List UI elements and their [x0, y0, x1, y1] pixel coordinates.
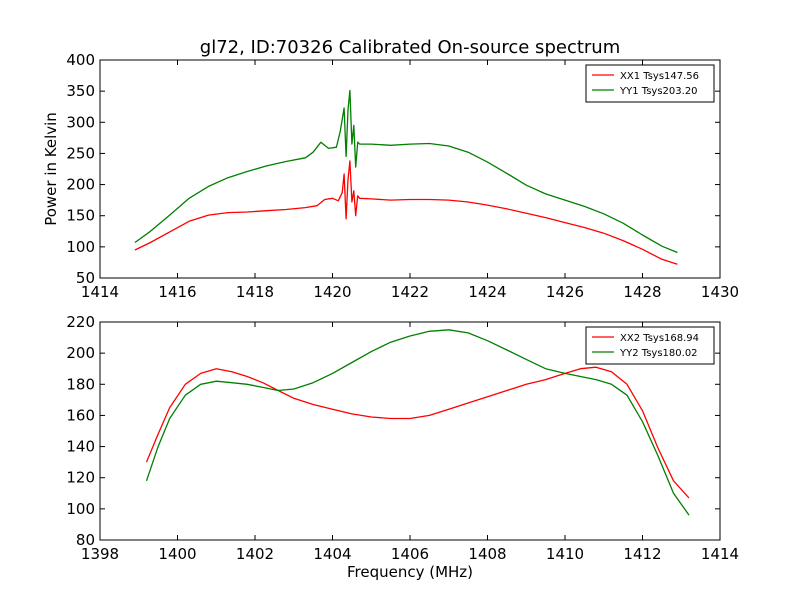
legend-box	[585, 326, 715, 365]
series-line-xx1	[134, 160, 678, 265]
x-tick-label: 1420	[313, 283, 351, 301]
series-line-yy2	[145, 329, 690, 516]
x-tick-label: 1430	[701, 283, 739, 301]
y-tick-label: 300	[66, 113, 95, 131]
y-tick-label: 120	[66, 469, 95, 487]
y-tick-label: 100	[66, 238, 95, 256]
y-tick-label: 350	[66, 82, 95, 100]
x-tick-label: 1402	[236, 545, 274, 563]
x-tick-label: 1410	[546, 545, 584, 563]
legend: XX2 Tsys168.94 YY2 Tsys180.02	[585, 326, 715, 365]
y-tick-label: 100	[66, 500, 95, 518]
x-tick-label: 1418	[236, 283, 274, 301]
y-tick-label: 140	[66, 438, 95, 456]
x-axis-label: Frequency (MHz)	[347, 563, 473, 581]
x-tick-label: 1426	[546, 283, 584, 301]
legend-box	[585, 64, 715, 103]
legend-label: XX2 Tsys168.94	[620, 333, 699, 344]
top-panel: 1414 1416 1418 1420 1422 1424 1426 1428 1430 50 10…	[42, 51, 739, 301]
x-tick-label: 1412	[623, 545, 661, 563]
legend-label: XX1 Tsys147.56	[620, 71, 699, 82]
legend-label: YY1 Tsys203.20	[619, 86, 698, 97]
y-tick-label: 80	[76, 531, 95, 549]
x-tick-label: 1414	[81, 283, 119, 301]
y-tick-label: 180	[66, 375, 95, 393]
y-tick-label: 50	[76, 269, 95, 287]
y-tick-label: 200	[66, 344, 95, 362]
y-tick-label: 250	[66, 144, 95, 162]
x-tick-label: 1414	[701, 545, 739, 563]
x-tick-label: 1416	[158, 283, 196, 301]
y-tick-label: 400	[66, 51, 95, 69]
legend-label: YY2 Tsys180.02	[619, 348, 698, 359]
x-tick-label: 1422	[391, 283, 429, 301]
y-tick-label: 160	[66, 406, 95, 424]
bottom-panel: 1398 1400 1402 1404 1406 1408 1410 1412 1414 80 10…	[66, 313, 739, 581]
chart-title: gl72, ID:70326 Calibrated On-source spec…	[200, 37, 620, 58]
y-tick-label: 150	[66, 207, 95, 225]
x-tick-label: 1406	[391, 545, 429, 563]
x-tick-label: 1398	[81, 545, 119, 563]
series-line-yy1	[134, 89, 678, 254]
y-tick-label: 200	[66, 176, 95, 194]
x-tick-label: 1404	[313, 545, 351, 563]
y-tick-label: 220	[66, 313, 95, 331]
y-axis-label: Power in Kelvin	[42, 112, 60, 226]
x-tick-label: 1424	[468, 283, 506, 301]
legend: XX1 Tsys147.56 YY1 Tsys203.20	[585, 64, 715, 103]
x-tick-label: 1400	[158, 545, 196, 563]
x-tick-label: 1428	[623, 283, 661, 301]
series-line-xx2	[145, 366, 690, 499]
x-tick-label: 1408	[468, 545, 506, 563]
